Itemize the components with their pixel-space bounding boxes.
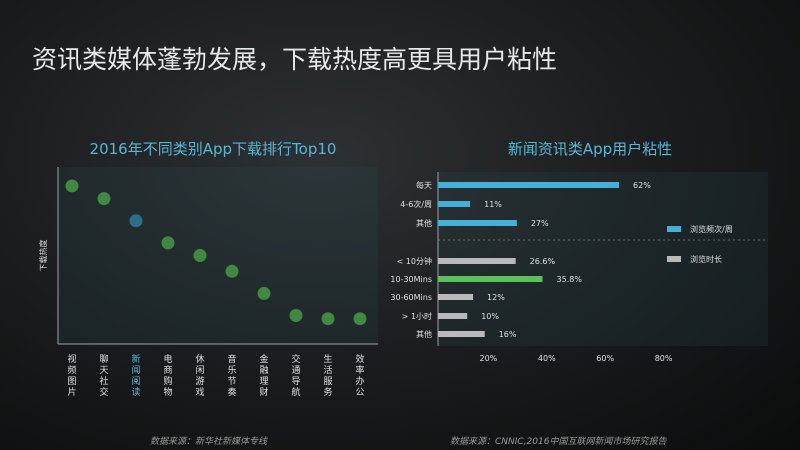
legend-swatch xyxy=(667,226,681,232)
category-label: < 10分钟 xyxy=(397,256,432,266)
value-label: 26.6% xyxy=(530,257,556,266)
bar xyxy=(438,258,516,264)
left-chart-title: 2016年不同类别App下载排行Top10 xyxy=(89,140,337,158)
value-label: 16% xyxy=(499,330,517,339)
data-point xyxy=(97,192,111,206)
bar xyxy=(438,331,485,337)
value-label: 27% xyxy=(531,219,549,228)
y-axis-label: 下载热度 xyxy=(38,240,48,272)
category-label: 其他 xyxy=(416,218,432,228)
category-label: 交通导航 xyxy=(291,353,300,398)
category-label: 30-60Mins xyxy=(390,293,432,302)
right-source-note: 数据来源：CNNIC,2016中国互联网新闻市场研究报告 xyxy=(450,437,667,447)
data-point xyxy=(225,264,239,278)
category-label: 新闻阅读 xyxy=(131,353,140,398)
value-label: 11% xyxy=(484,200,502,209)
bar xyxy=(438,276,543,282)
x-tick-label: 80% xyxy=(655,354,673,363)
bar xyxy=(438,220,517,226)
data-point xyxy=(129,214,143,228)
x-tick-label: 40% xyxy=(538,354,556,363)
category-label: 视频图片 xyxy=(67,353,76,398)
category-label: 每天 xyxy=(416,180,432,190)
page-title: 资讯类媒体蓬勃发展，下载热度高更具用户粘性 xyxy=(32,45,558,74)
data-point xyxy=(65,179,79,193)
legend-label: 浏览时长 xyxy=(690,254,722,264)
value-label: 10% xyxy=(481,312,499,321)
category-label: 效率办公 xyxy=(355,353,364,398)
category-label: 电商购物 xyxy=(163,353,172,398)
category-label: 10-30Mins xyxy=(390,275,432,284)
bar xyxy=(438,313,468,319)
data-point xyxy=(193,249,207,262)
data-point xyxy=(289,309,303,323)
data-point xyxy=(257,286,271,300)
category-label: 金融理财 xyxy=(259,353,268,398)
left-source-note: 数据来源：新华社新媒体专线 xyxy=(150,437,268,447)
value-label: 35.8% xyxy=(557,275,583,284)
legend-swatch xyxy=(667,256,681,262)
bar xyxy=(438,294,474,300)
bar xyxy=(438,182,620,188)
value-label: 62% xyxy=(633,181,651,190)
data-point xyxy=(161,236,175,250)
category-label: 其他 xyxy=(416,329,432,339)
x-tick-label: 20% xyxy=(480,354,498,363)
category-label: 生活服务 xyxy=(323,353,332,398)
category-label: 音乐节奏 xyxy=(227,353,236,398)
data-point xyxy=(353,312,367,326)
x-tick-label: 60% xyxy=(596,354,614,363)
category-label: 休闲游戏 xyxy=(195,353,204,398)
right-chart-title: 新闻资讯类App用户粘性 xyxy=(507,140,673,158)
value-label: 12% xyxy=(487,293,505,302)
legend-label: 浏览频次/周 xyxy=(690,224,733,234)
category-label: 4-6次/周 xyxy=(400,199,432,209)
data-point xyxy=(321,312,335,326)
bar xyxy=(438,201,471,207)
category-label: > 1小时 xyxy=(402,311,432,321)
category-label: 聊天社交 xyxy=(99,353,108,398)
